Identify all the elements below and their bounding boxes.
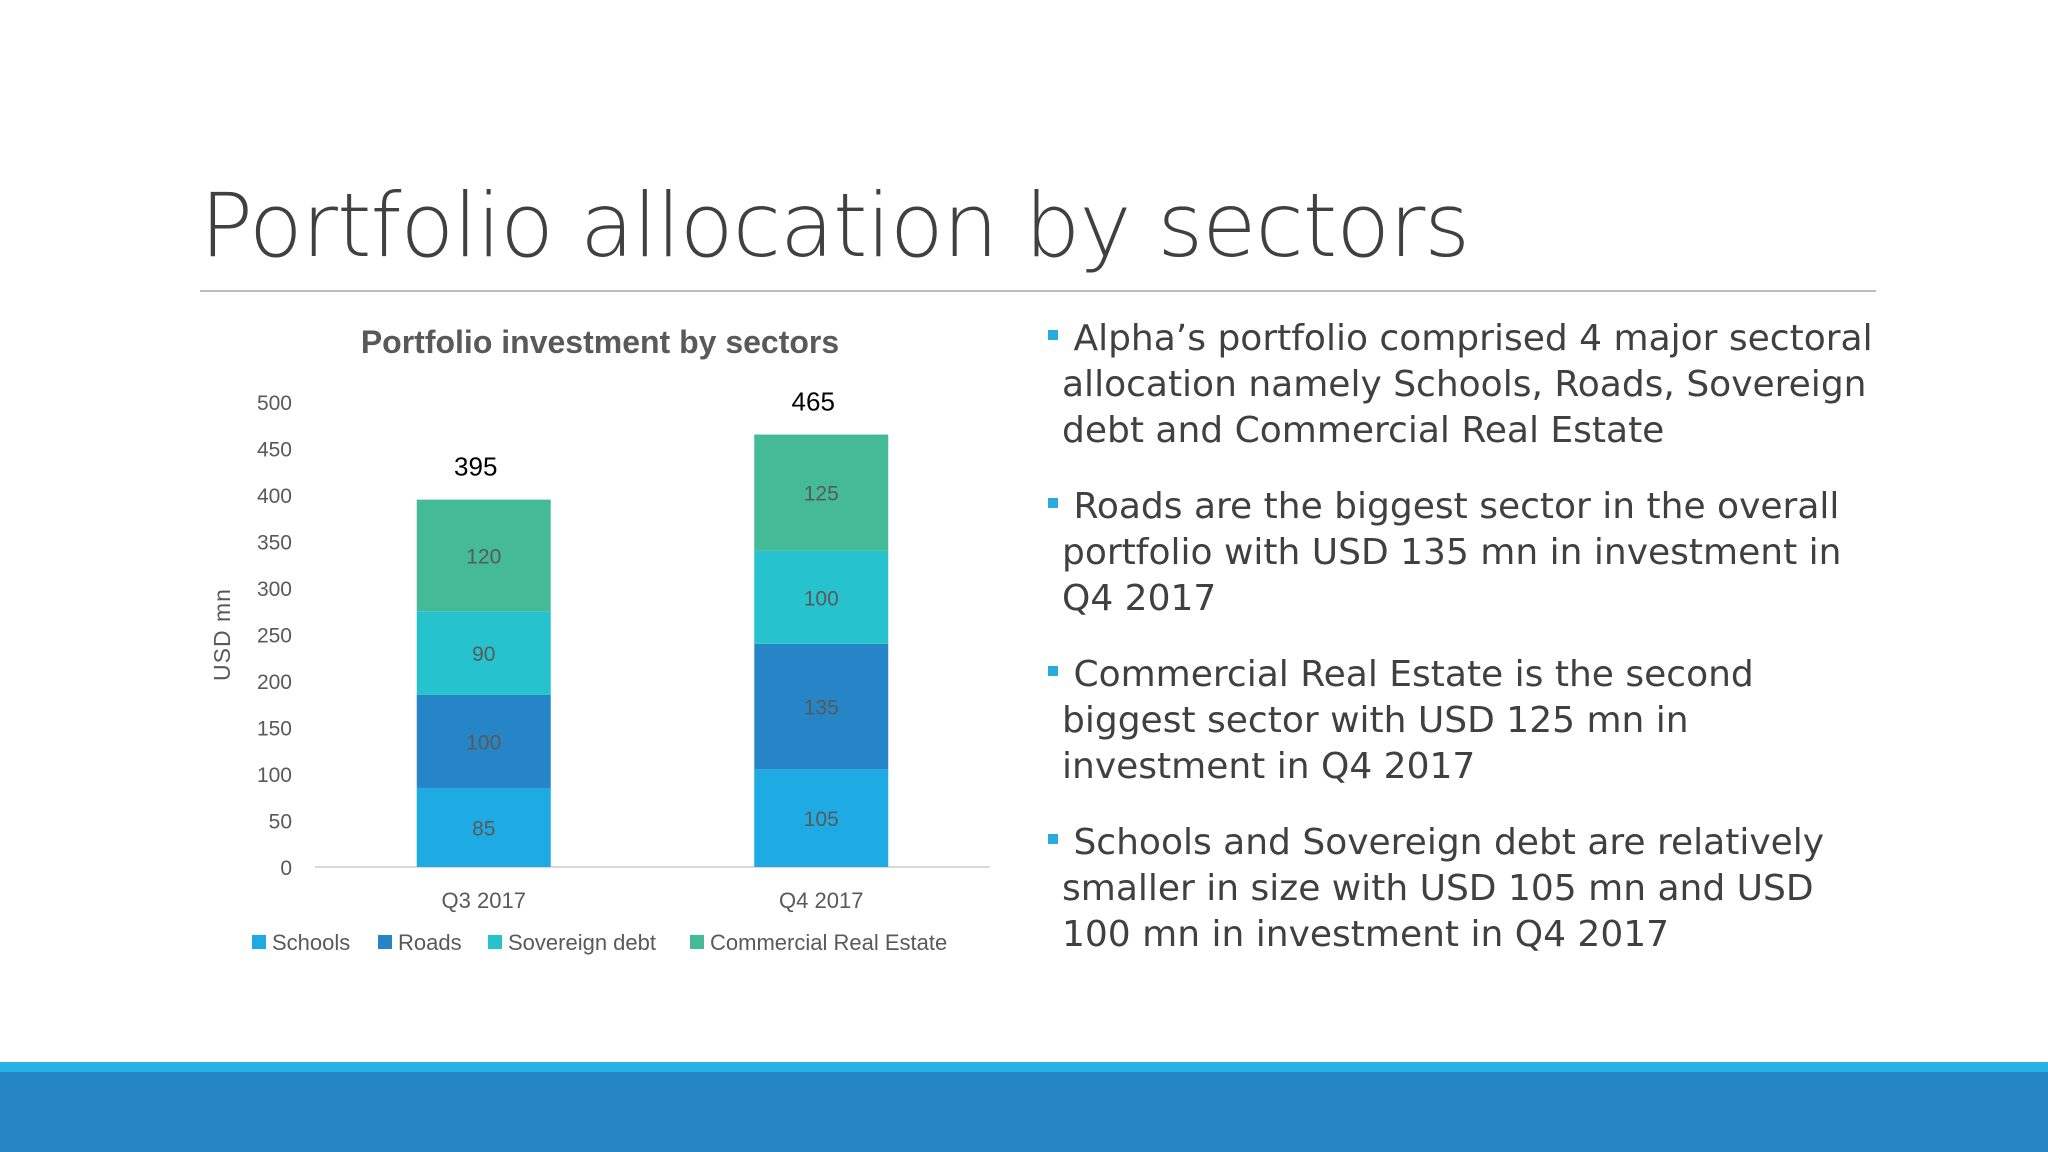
bullet-text: Schools and Sovereign debt are relativel… [1062,822,1825,955]
x-tick-label: Q3 2017 [442,888,526,913]
y-tick-label: 400 [257,485,292,508]
bar-value-label: 100 [466,731,501,754]
y-tick-label: 150 [257,718,292,741]
title-divider [200,290,1876,292]
bar-segment [754,769,889,867]
slide-title: Portfolio allocation by sectors [200,174,1470,277]
bar-value-label: 90 [472,643,495,666]
legend-swatch [690,935,704,949]
legend-label: Commercial Real Estate [710,930,947,955]
y-tick-label: 300 [257,578,292,601]
y-tick-label: 500 [257,392,292,415]
bar-segment [754,550,889,644]
bar-total-label: 395 [454,452,497,482]
bar-value-label: 135 [804,697,839,720]
chart-svg: Portfolio investment by sectors 0 50 100 150… [209,324,990,955]
stacked-bar-chart: Portfolio investment by sectors 0 50 100 150… [200,320,1000,980]
y-tick-label: 200 [257,671,292,694]
bar-segment [416,694,551,788]
bar-total-label: 465 [792,387,835,417]
bullet-item: Commercial Real Estate is the second big… [1048,652,1888,790]
chart-title: Portfolio investment by sectors [361,324,839,360]
legend-swatch [252,935,266,949]
bar-value-label: 125 [804,483,839,506]
legend-swatch [488,935,502,949]
bullet-text: Alpha’s portfolio comprised 4 major sect… [1062,318,1873,451]
bar-value-label: 85 [472,817,495,840]
footer-accent-stripe [0,1062,2048,1072]
bar-value-label: 120 [466,545,501,568]
bar-segment [416,611,551,695]
y-tick-label: 50 [269,811,292,834]
legend-label: Roads [398,930,462,955]
bar-segment [754,434,889,551]
square-bullet-icon [1048,330,1058,340]
x-tick-label: Q4 2017 [779,888,863,913]
square-bullet-icon [1048,834,1058,844]
legend-swatch [378,935,392,949]
bullet-item: Alpha’s portfolio comprised 4 major sect… [1048,316,1888,454]
y-tick-label: 250 [257,625,292,648]
bar-segment [416,787,551,867]
y-tick-label: 100 [257,764,292,787]
bullet-list: Alpha’s portfolio comprised 4 major sect… [1048,316,1888,988]
bar-value-label: 100 [804,587,839,610]
bullet-item: Schools and Sovereign debt are relativel… [1048,820,1888,958]
legend-label: Sovereign debt [508,930,656,955]
bar-segment [754,643,889,770]
bullet-text: Roads are the biggest sector in the over… [1062,486,1842,619]
bar-value-label: 105 [804,808,839,831]
legend-label: Schools [272,930,350,955]
y-axis-label: USD mn [209,588,235,681]
y-tick-label: 0 [280,857,292,880]
y-tick-label: 350 [257,532,292,555]
y-tick-label: 450 [257,439,292,462]
bullet-text: Commercial Real Estate is the second big… [1062,654,1754,787]
square-bullet-icon [1048,666,1058,676]
bar-segment [416,499,551,612]
footer-band [0,1072,2048,1152]
bullet-item: Roads are the biggest sector in the over… [1048,484,1888,622]
square-bullet-icon [1048,498,1058,508]
